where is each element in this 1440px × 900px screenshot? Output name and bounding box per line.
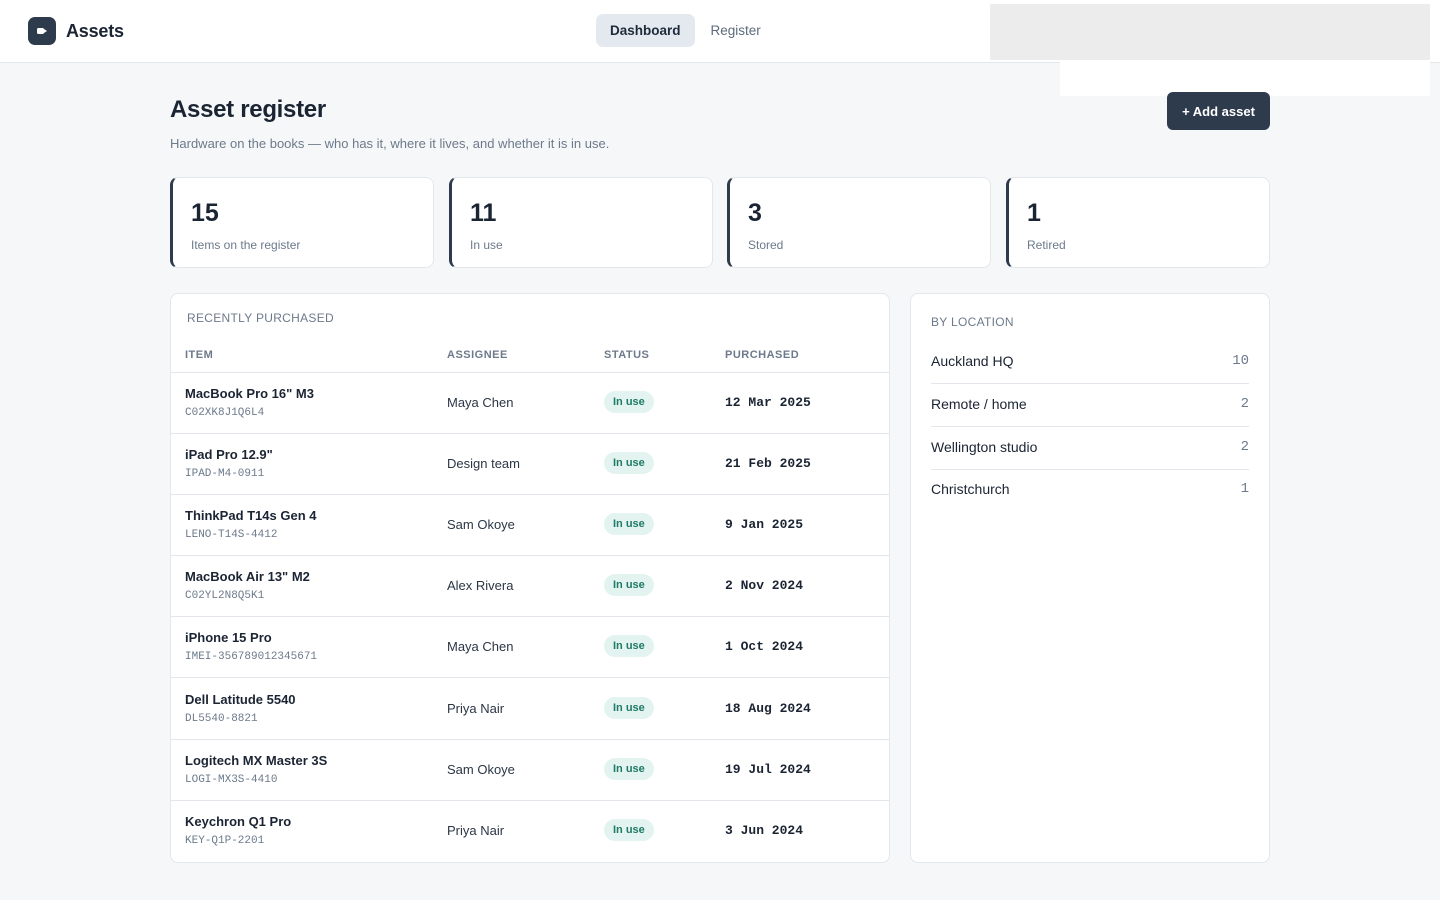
location-row[interactable]: Wellington studio 2: [931, 427, 1249, 470]
item-serial: LOGI-MX3S-4410: [185, 774, 278, 786]
table-row[interactable]: Dell Latitude 5540 DL5540-8821 Priya Nai…: [171, 679, 889, 740]
column-header-item: Item: [185, 349, 214, 361]
item-name: iPhone 15 Pro: [185, 630, 272, 645]
table-header-divider: [171, 372, 889, 373]
assignee: Design team: [447, 456, 520, 471]
item-serial: KEY-Q1P-2201: [185, 835, 265, 847]
location-name: Christchurch: [931, 481, 1010, 497]
main-nav: Dashboard Register: [596, 14, 775, 47]
assignee: Sam Okoye: [447, 762, 515, 777]
assignee: Alex Rivera: [447, 578, 514, 593]
assignee: Priya Nair: [447, 701, 505, 716]
stat-value: 15: [191, 199, 219, 227]
table-row[interactable]: Logitech MX Master 3S LOGI-MX3S-4410 Sam…: [171, 740, 889, 801]
stat-value: 11: [470, 199, 497, 227]
item-name: Dell Latitude 5540: [185, 692, 296, 707]
stat-label: Stored: [748, 238, 784, 252]
location-count: 10: [1232, 353, 1249, 369]
table-row[interactable]: iPad Pro 12.9" IPAD-M4-0911 Design team …: [171, 434, 889, 495]
app-name: Assets: [66, 20, 124, 41]
column-header-status: Status: [604, 349, 650, 361]
purchase-date: 9 Jan 2025: [725, 517, 804, 532]
table-row[interactable]: Keychron Q1 Pro KEY-Q1P-2201 Priya Nair …: [171, 801, 889, 862]
stat-label: In use: [470, 238, 503, 252]
purchase-date: 1 Oct 2024: [725, 639, 804, 654]
stat-label: Items on the register: [191, 238, 301, 252]
location-name: Remote / home: [931, 396, 1027, 412]
item-name: iPad Pro 12.9": [185, 447, 273, 462]
item-serial: C02XK8J1Q6L4: [185, 407, 265, 419]
location-heading: By location: [931, 315, 1014, 329]
item-serial: DL5540-8821: [185, 713, 258, 725]
item-name: MacBook Pro 16" M3: [185, 386, 314, 401]
location-count: 1: [1240, 481, 1249, 497]
stat-value: 1: [1027, 199, 1041, 227]
stat-label: Retired: [1027, 238, 1066, 252]
purchase-date: 18 Aug 2024: [725, 701, 811, 716]
status-badge: In use: [604, 758, 654, 780]
item-name: Logitech MX Master 3S: [185, 753, 328, 768]
location-name: Wellington studio: [931, 439, 1038, 455]
tab-register[interactable]: Register: [710, 23, 761, 38]
assignee: Maya Chen: [447, 395, 514, 410]
column-header-assignee: Assignee: [447, 349, 508, 361]
purchase-date: 19 Jul 2024: [725, 762, 811, 777]
column-header-purchased: Purchased: [725, 349, 800, 361]
status-badge: In use: [604, 513, 654, 535]
location-count: 2: [1240, 396, 1249, 412]
item-serial: LENO-T14S-4412: [185, 529, 278, 541]
add-asset-button[interactable]: + Add asset: [1167, 92, 1270, 130]
status-badge: In use: [604, 697, 654, 719]
location-row[interactable]: Auckland HQ 10: [931, 341, 1249, 384]
item-serial: IPAD-M4-0911: [185, 468, 265, 480]
status-badge: In use: [604, 635, 654, 657]
stat-card-in-use: 11 In use: [449, 177, 713, 268]
page-subtitle: Hardware on the books — who has it, wher…: [170, 136, 610, 151]
purchase-date: 3 Jun 2024: [725, 823, 804, 838]
header-placeholder-lower: [1060, 60, 1430, 96]
brand[interactable]: Assets: [28, 17, 124, 45]
purchase-date: 21 Feb 2025: [725, 456, 811, 471]
assignee: Sam Okoye: [447, 517, 515, 532]
location-row[interactable]: Remote / home 2: [931, 384, 1249, 427]
by-location-card: By location Auckland HQ 10 Remote / home…: [910, 293, 1270, 863]
item-serial: IMEI-356789012345671: [185, 651, 318, 663]
status-badge: In use: [604, 391, 654, 413]
table-row[interactable]: ThinkPad T14s Gen 4 LENO-T14S-4412 Sam O…: [171, 495, 889, 556]
assignee: Priya Nair: [447, 823, 505, 838]
stat-card-stored: 3 Stored: [727, 177, 991, 268]
status-badge: In use: [604, 819, 654, 841]
table-row[interactable]: iPhone 15 Pro IMEI-356789012345671 Maya …: [171, 617, 889, 678]
item-name: ThinkPad T14s Gen 4: [185, 508, 317, 523]
recently-purchased-card: Recently purchased Item Assignee Status …: [170, 293, 890, 863]
item-serial: C02YL2N8Q5K1: [185, 590, 265, 602]
location-count: 2: [1240, 439, 1249, 455]
page-title: Asset register: [170, 96, 326, 123]
table-row[interactable]: MacBook Air 13" M2 C02YL2N8Q5K1 Alex Riv…: [171, 556, 889, 617]
status-badge: In use: [604, 574, 654, 596]
stat-card-total: 15 Items on the register: [170, 177, 434, 268]
camera-icon: [28, 17, 56, 45]
item-name: Keychron Q1 Pro: [185, 814, 292, 829]
tab-dashboard[interactable]: Dashboard: [596, 14, 695, 47]
recent-heading: Recently purchased: [187, 311, 334, 325]
location-row[interactable]: Christchurch 1: [931, 469, 1249, 512]
assignee: Maya Chen: [447, 639, 514, 654]
purchase-date: 12 Mar 2025: [725, 395, 811, 410]
item-name: MacBook Air 13" M2: [185, 569, 310, 584]
stat-card-retired: 1 Retired: [1006, 177, 1270, 268]
purchase-date: 2 Nov 2024: [725, 578, 804, 593]
table-row[interactable]: MacBook Pro 16" M3 C02XK8J1Q6L4 Maya Che…: [171, 373, 889, 434]
stat-value: 3: [748, 199, 762, 227]
header-placeholder: [990, 4, 1430, 60]
location-name: Auckland HQ: [931, 353, 1014, 369]
status-badge: In use: [604, 452, 654, 474]
